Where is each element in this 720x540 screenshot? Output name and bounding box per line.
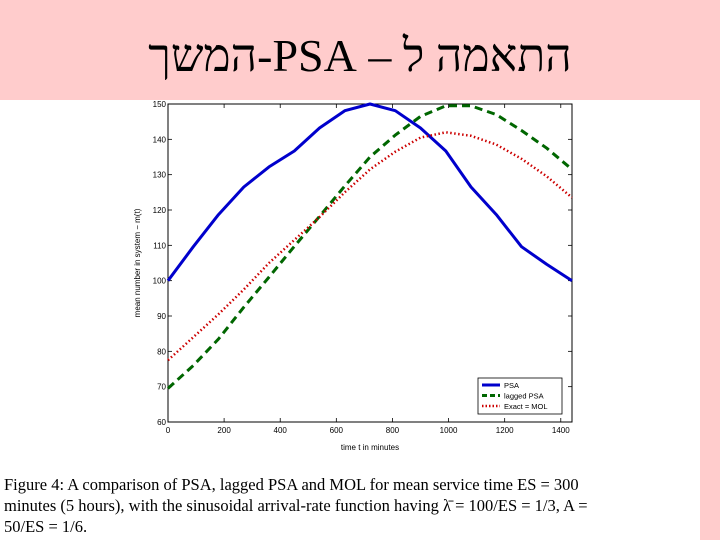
y-tick-label: 60 (157, 418, 166, 427)
caption-line-1: Figure 4: A comparison of PSA, lagged PS… (4, 475, 579, 494)
x-tick-label: 400 (274, 426, 288, 435)
x-tick-label: 0 (166, 426, 171, 435)
y-tick-label: 70 (157, 383, 166, 392)
figure-caption: Figure 4: A comparison of PSA, lagged PS… (4, 474, 704, 537)
legend-label-2: Exact = MOL (504, 402, 548, 411)
x-tick-label: 1200 (496, 426, 514, 435)
y-tick-label: 120 (153, 206, 167, 215)
line-chart: 0 200 400 600 800 1000 1200 1400 60 70 80 90 100 110 1… (133, 100, 573, 452)
y-tick-label: 80 (157, 347, 166, 356)
right-decorative-strip (700, 100, 720, 540)
slide-title: התאמה ל – PSA-המשך (148, 30, 572, 81)
series-line-2 (167, 131, 573, 362)
y-tick-label: 150 (153, 100, 167, 109)
y-tick-label: 90 (157, 312, 166, 321)
series-line-0 (166, 102, 573, 282)
legend-label-0: PSA (504, 381, 519, 390)
y-axis-label: mean number in system − m(t) (133, 208, 142, 317)
caption-line-3: 50/ES = 1/6. (4, 517, 88, 536)
x-tick-label: 800 (386, 426, 400, 435)
series-lines (166, 102, 573, 390)
x-tick-label: 200 (217, 426, 231, 435)
y-tick-label: 130 (153, 171, 167, 180)
x-tick-label: 600 (330, 426, 344, 435)
caption-line-2: minutes (5 hours), with the sinusoidal a… (4, 496, 588, 515)
y-tick-label: 100 (153, 277, 167, 286)
series-line-1 (166, 104, 573, 390)
legend-label-1: lagged PSA (504, 392, 544, 401)
slide-header: התאמה ל – PSA-המשך (0, 0, 720, 100)
plot-area (167, 103, 573, 423)
x-tick-label: 1000 (440, 426, 458, 435)
y-tick-label: 110 (153, 241, 166, 250)
axis-ticks: 0 200 400 600 800 1000 1200 1400 60 70 80 90 100 110 1… (153, 100, 572, 435)
y-tick-label: 140 (153, 135, 167, 144)
x-tick-label: 1400 (552, 426, 570, 435)
x-axis-label: time t in minutes (341, 443, 399, 452)
